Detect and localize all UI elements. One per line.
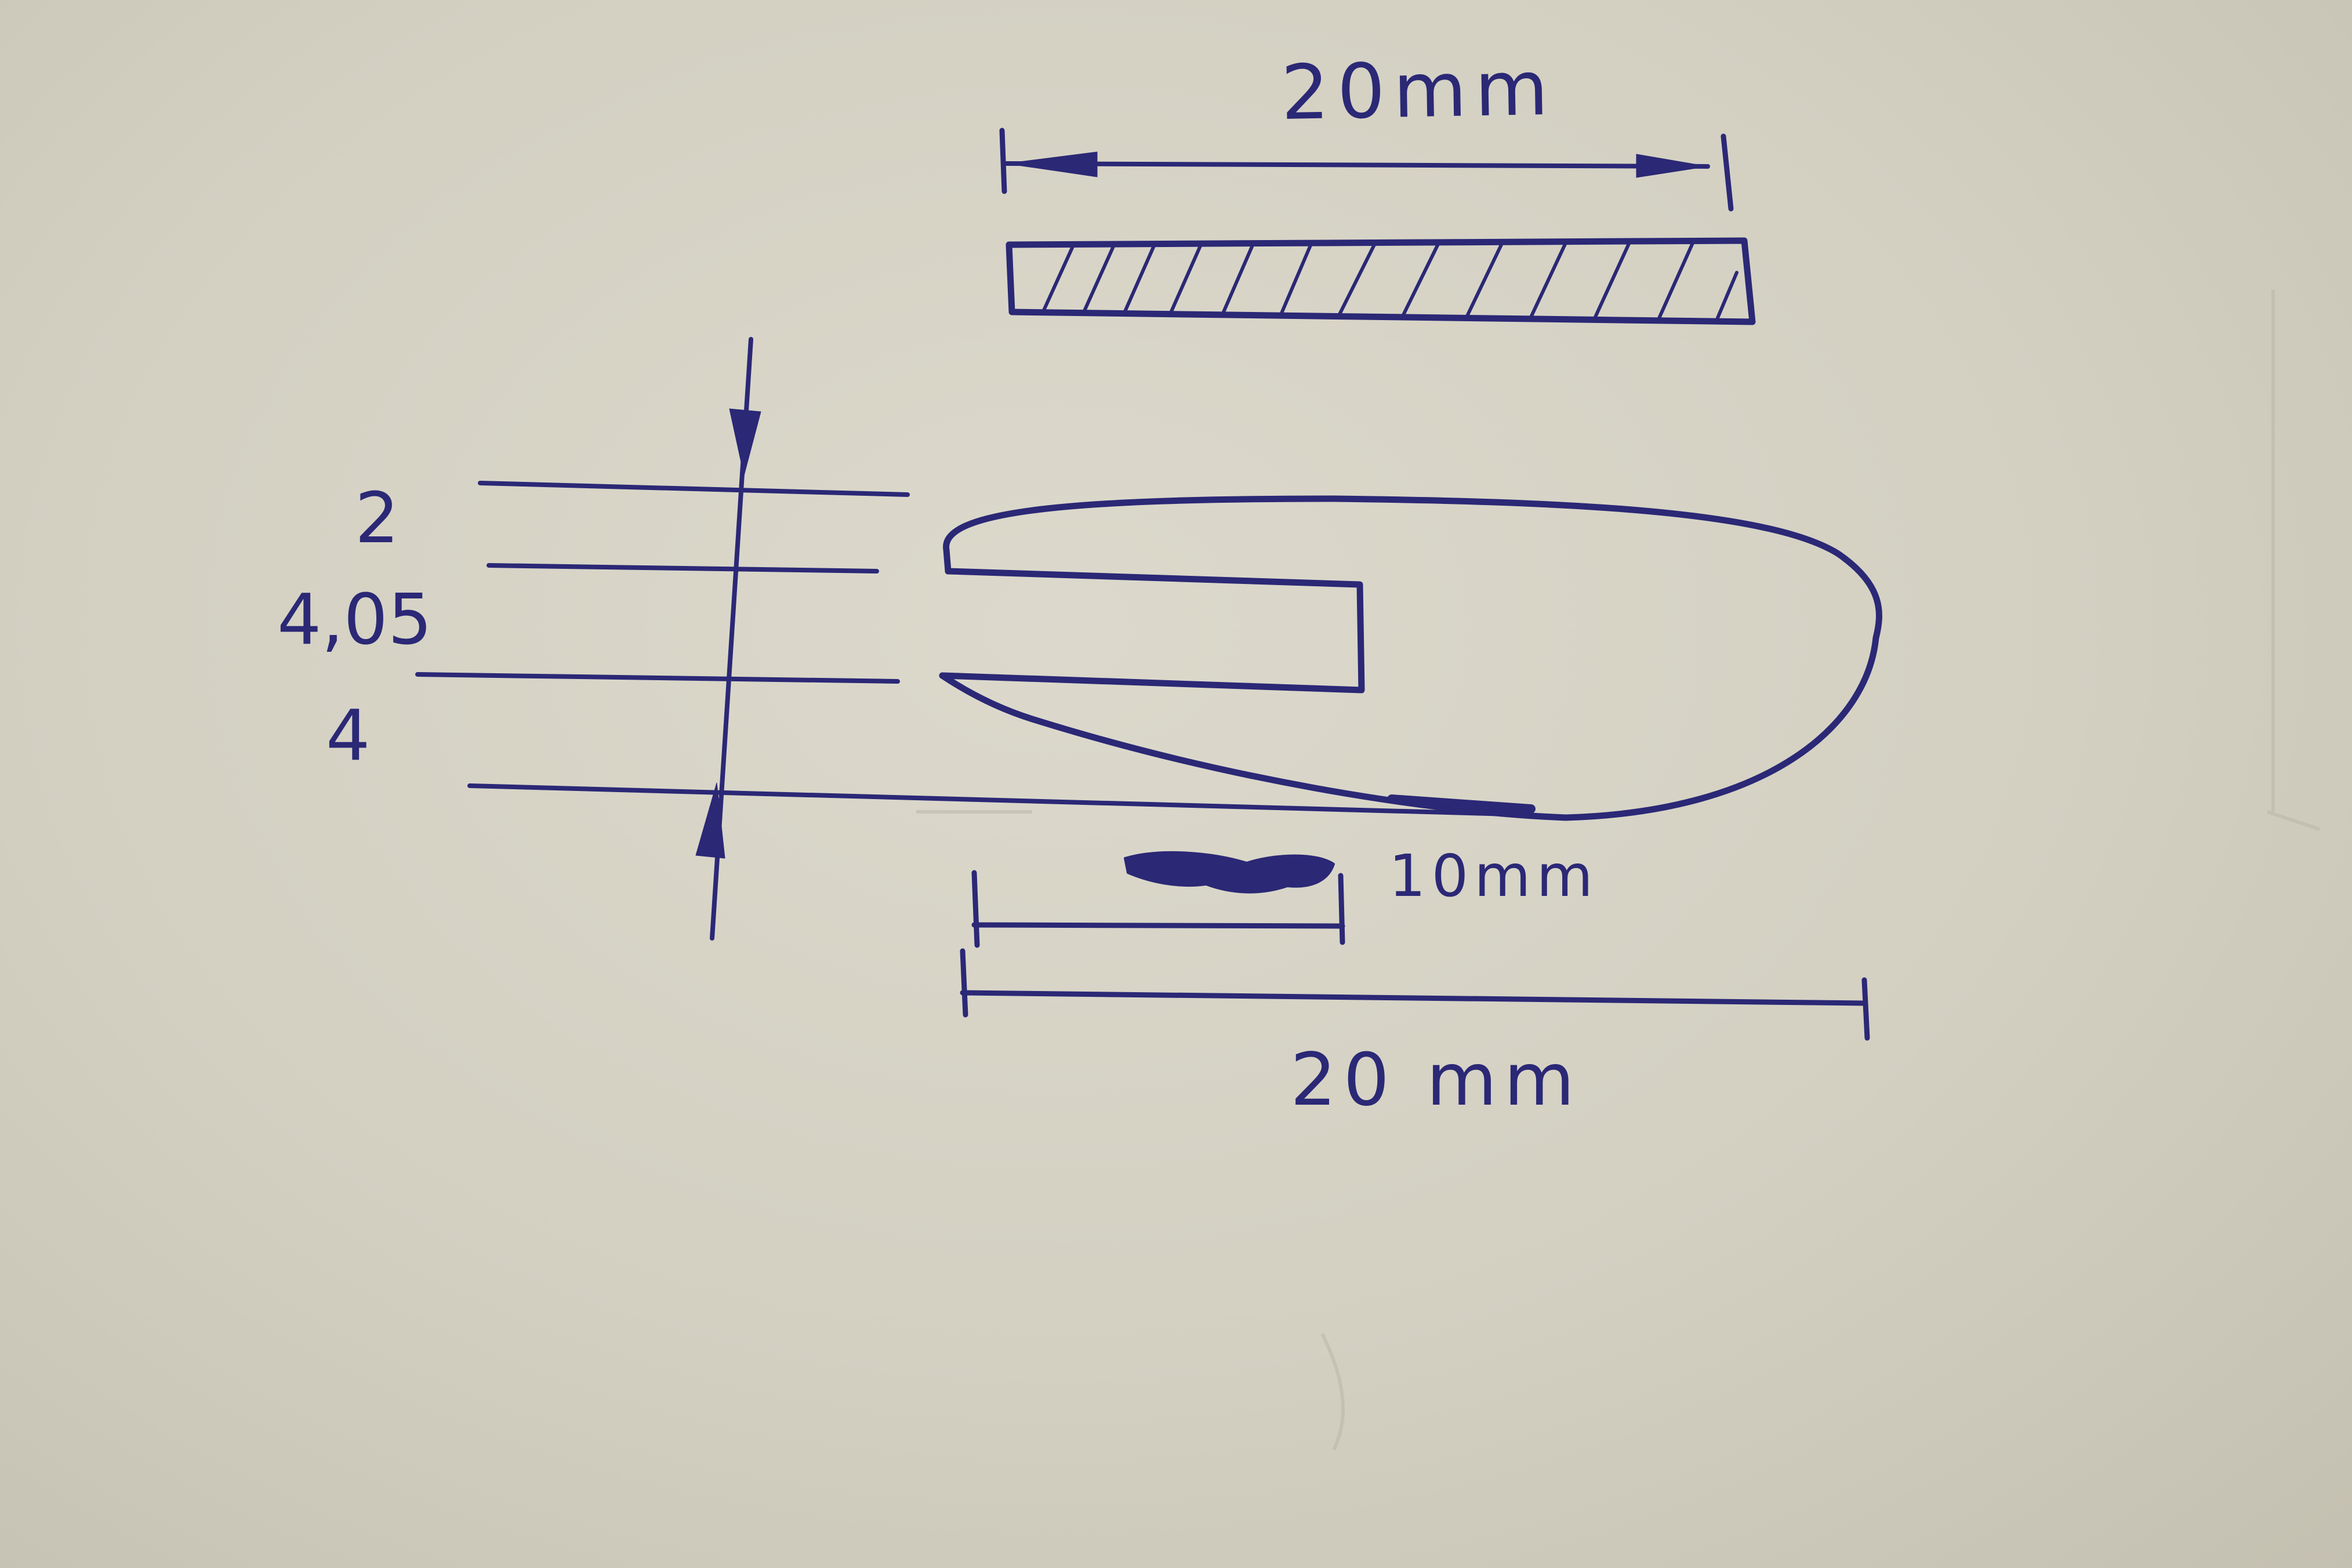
part-outline [939, 495, 1882, 821]
reference-line-bottom [467, 783, 1533, 817]
extension-line-left [999, 128, 1007, 194]
thickness-label-2: 4,05 [277, 580, 432, 660]
reference-line-third [415, 672, 900, 684]
scribbled-out-text [1124, 851, 1335, 894]
reference-line-second [487, 563, 879, 574]
overall-length-label: 20 mm [1290, 1038, 1581, 1122]
paper-ghost-marks [916, 290, 2320, 1451]
slot-depth-label: 10mm [1389, 842, 1599, 910]
slot-dimension-tick-left [971, 870, 980, 948]
hatch-lines [1042, 240, 1738, 322]
slot-dimension-tick-right [1338, 873, 1345, 945]
hatched-bar-outline [1006, 237, 1756, 325]
thickness-label-1: 2 [355, 478, 399, 559]
thickness-label-3: 4 [326, 696, 370, 776]
bottom-edge-thick-stroke [1387, 794, 1536, 814]
slot-dimension-line [971, 922, 1345, 929]
extension-line-right [1721, 133, 1734, 212]
reference-line-top [478, 481, 910, 497]
profile-view: 2 4,05 4 10mm 20 mm [277, 337, 1882, 1122]
length-dimension-tick-left [960, 948, 968, 1018]
dimension-arrow-right [1636, 154, 1708, 178]
slot-outline [939, 568, 1365, 694]
length-dimension-tick-right [1861, 977, 1870, 1041]
vertical-arrow-top [729, 408, 761, 476]
vertical-arrow-bottom [695, 782, 725, 859]
width-dimension-line [1004, 161, 1710, 169]
top-view: 20mm [999, 44, 1756, 325]
length-dimension-line [960, 990, 1867, 1006]
top-width-label: 20mm [1280, 44, 1557, 137]
dimension-arrow-left [1006, 151, 1098, 177]
